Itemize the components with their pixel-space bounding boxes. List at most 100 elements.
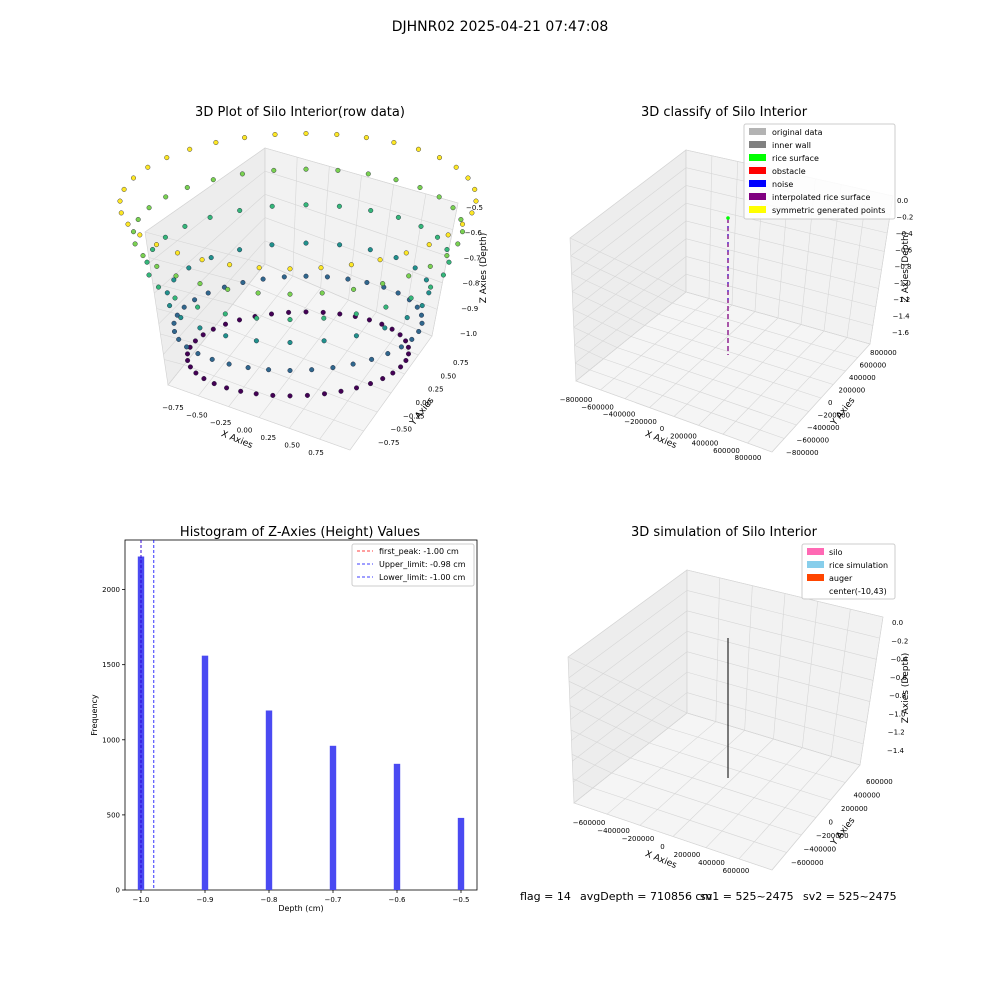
- data-point: [224, 385, 230, 391]
- x-tick-label: 0.75: [308, 449, 324, 457]
- y-tick-label: 400000: [849, 374, 876, 382]
- data-point: [201, 376, 207, 382]
- simulation-plot-legend: silo rice simulation auger center(-10,43): [801, 543, 896, 600]
- gridline: [572, 671, 867, 762]
- gridline: [571, 273, 659, 315]
- x-tick-label: −0.5: [453, 896, 470, 904]
- data-point: [137, 232, 143, 238]
- data-point: [330, 365, 336, 371]
- data-point: [395, 214, 401, 220]
- data-point: [337, 242, 343, 248]
- data-point: [272, 131, 278, 137]
- x-tick-label: −0.7: [325, 896, 342, 904]
- data-point: [458, 216, 464, 222]
- histogram-bar: [265, 710, 273, 890]
- data-point: [408, 295, 414, 301]
- gridline: [403, 193, 427, 325]
- data-point: [163, 194, 169, 200]
- data-point: [472, 186, 478, 192]
- data-point: [465, 175, 471, 181]
- z-tick-label: −1.6: [892, 329, 910, 337]
- legend-swatch: [749, 128, 766, 135]
- y-tick-label: 0: [828, 399, 832, 407]
- data-point: [240, 280, 246, 286]
- data-point: [130, 229, 136, 235]
- data-point: [184, 344, 190, 350]
- data-point: [321, 338, 327, 344]
- data-point: [176, 336, 182, 342]
- gridline: [672, 302, 858, 358]
- raw-plot-points: [117, 130, 479, 399]
- y-tick-label: 0: [829, 819, 833, 827]
- data-point: [154, 263, 160, 269]
- legend-swatch: [749, 180, 766, 187]
- data-point: [162, 234, 168, 240]
- gridline: [572, 202, 885, 292]
- simulation-3d-plot: 3D simulation of Silo Interior −600000−4…: [567, 525, 911, 875]
- data-point: [192, 297, 198, 303]
- x-tick-label: 200000: [670, 432, 697, 440]
- data-point: [436, 194, 442, 200]
- gridline: [575, 362, 590, 371]
- data-point: [426, 290, 432, 296]
- gridline: [572, 291, 645, 326]
- data-point: [270, 392, 276, 398]
- z-tick-label: −1.0: [460, 330, 477, 338]
- legend-label: silo: [829, 548, 843, 557]
- z-tick-label: −1.0: [888, 710, 905, 718]
- data-point: [236, 317, 242, 323]
- data-point: [379, 321, 385, 327]
- gridline: [248, 283, 419, 356]
- y-tick-label: −0.75: [378, 439, 399, 447]
- x-tick-label: −200000: [624, 418, 657, 426]
- y-tick-label: −0.25: [403, 412, 424, 420]
- x-tick-label: −0.75: [162, 404, 183, 412]
- data-point: [453, 164, 459, 170]
- gridline: [649, 742, 831, 801]
- z-tick-label: −1.4: [893, 313, 911, 321]
- data-point: [338, 388, 344, 394]
- data-point: [382, 325, 388, 331]
- data-point: [254, 315, 260, 321]
- classify-plot-points: [726, 216, 730, 355]
- data-point: [227, 262, 233, 268]
- raw-plot-x-ticks: −0.75−0.50−0.25 0.00 0.25 0.50 0.75: [162, 404, 324, 457]
- data-point: [321, 315, 327, 321]
- data-point: [118, 210, 124, 216]
- data-point: [419, 312, 425, 318]
- z-tick-label: −0.6: [890, 674, 908, 682]
- classify-plot-z-ticks: 0.0 −0.2 −0.4 −0.6 −0.8 −1.0 −1.2 −1.4 −1.6: [892, 197, 913, 337]
- gridline: [573, 327, 618, 348]
- data-point: [309, 367, 315, 373]
- gridline: [575, 291, 871, 382]
- gridline: [154, 194, 448, 294]
- histogram-bar: [137, 556, 145, 890]
- x-tick-label: 0.00: [237, 427, 253, 435]
- data-point: [140, 253, 146, 259]
- gridline: [158, 217, 443, 325]
- data-point: [225, 286, 231, 292]
- data-point: [426, 242, 432, 248]
- z-tick-label: −0.5: [466, 204, 483, 212]
- data-point: [178, 315, 184, 321]
- data-point: [153, 242, 159, 248]
- x-tick-label: 0.50: [284, 442, 300, 450]
- data-point: [319, 290, 325, 296]
- data-point: [211, 381, 217, 387]
- data-point: [368, 207, 374, 213]
- data-point: [391, 139, 397, 145]
- data-point: [455, 241, 461, 247]
- gridline: [431, 202, 459, 337]
- legend-label: original data: [772, 128, 823, 137]
- z-tick-label: −0.4: [896, 230, 914, 238]
- simulation-plot-z-label: Z Axies (Depth): [901, 653, 911, 724]
- data-point: [446, 259, 452, 265]
- data-point: [197, 325, 203, 331]
- raw-plot-z-label: Z Axies (Depth): [479, 233, 489, 304]
- data-point: [416, 329, 422, 335]
- data-point: [419, 320, 425, 326]
- data-point: [303, 130, 309, 136]
- data-point: [450, 205, 456, 211]
- data-point: [207, 214, 213, 220]
